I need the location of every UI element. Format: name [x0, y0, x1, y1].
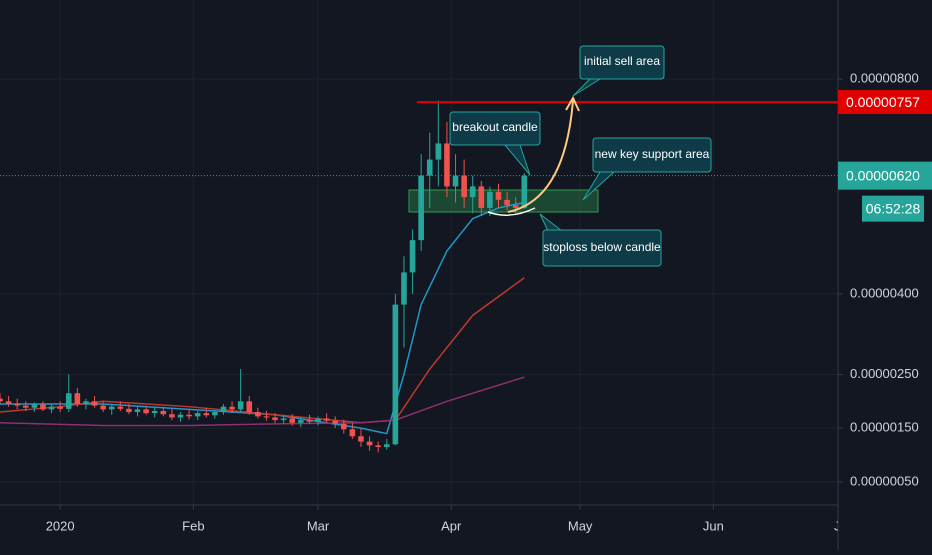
candle-body [31, 404, 38, 408]
candle-body [255, 412, 261, 417]
x-axis: 2020 Feb Mar Apr May Jun Jul [46, 505, 851, 533]
candle-body [332, 420, 338, 424]
callout: new key support area [582, 137, 712, 201]
candle-body [504, 199, 510, 206]
candle-body [323, 418, 330, 421]
x-tick-label: Jun [703, 518, 724, 533]
candle-body [229, 406, 235, 410]
last-price-label: 0.00000620 [846, 167, 920, 183]
candle-body [83, 401, 89, 404]
grid [0, 0, 838, 505]
candle-body [0, 398, 3, 402]
candle-body [444, 143, 450, 187]
x-tick-label: Feb [182, 518, 204, 533]
candle-body [375, 445, 381, 447]
annotation: initial sell area [584, 54, 660, 68]
sell-price-tag [838, 90, 932, 115]
candle-body [65, 393, 72, 409]
callout: initial sell area [572, 45, 665, 97]
candle-body [74, 393, 81, 404]
countdown-label: 06:52:28 [866, 200, 921, 216]
annotation: breakout candle [452, 120, 538, 134]
x-tick-label: 2020 [46, 518, 75, 533]
candle-body [22, 405, 29, 408]
candle-body [435, 143, 442, 160]
annotation: new key support area [595, 147, 710, 161]
candle-body [358, 436, 364, 442]
y-tick-label: 0.00000050 [850, 473, 919, 488]
y-tick-label: 0.00000250 [850, 366, 919, 381]
candle-body [341, 423, 347, 430]
candle-body [186, 414, 192, 417]
x-tick-label: Mar [307, 518, 330, 533]
candle-body [461, 175, 467, 198]
candle-body [194, 413, 201, 417]
candle-body [40, 404, 46, 410]
candle-body [383, 444, 390, 447]
candle-body [315, 418, 321, 422]
candle-body [57, 406, 63, 409]
candle-body [100, 405, 106, 410]
candle-body [272, 417, 278, 421]
base-curve [487, 207, 536, 216]
candle-body [409, 240, 416, 273]
candle-body [91, 401, 98, 406]
candle-body [169, 414, 175, 418]
annotation: stoploss below candle [543, 240, 661, 254]
y-tick-label: 0.00000800 [850, 70, 919, 85]
candle-body [143, 409, 149, 414]
x-tick-label: Jul [834, 518, 851, 533]
candle-body [48, 406, 55, 410]
candle-body [495, 191, 502, 200]
arrow-head [565, 95, 580, 112]
candle-body [469, 186, 476, 198]
candle-body [298, 420, 304, 423]
candle-body [203, 413, 210, 416]
callout: stoploss below candle [539, 213, 662, 267]
y-tick-label: 0.00000150 [850, 420, 919, 435]
support-zone [408, 189, 599, 213]
candle-body [478, 186, 485, 208]
candle-body [126, 408, 132, 413]
countdown-tag [862, 195, 924, 222]
candle-body [151, 410, 158, 414]
x-tick-label: May [568, 518, 593, 533]
candle-body [401, 272, 407, 305]
candle-body [487, 191, 493, 208]
axes: 0.00000800 0.00000400 0.00000250 0.00000150… [46, 70, 932, 533]
x-tick-label: Apr [441, 518, 462, 533]
candle-body [392, 304, 399, 445]
candle-body [349, 429, 356, 437]
candle-body [177, 414, 184, 418]
candle-body [280, 418, 287, 421]
candle-body [521, 175, 528, 208]
candle-body [134, 409, 141, 413]
candle-body [108, 406, 115, 410]
projection-curve [507, 99, 574, 213]
candle-body [452, 175, 459, 187]
candle-body [512, 205, 519, 208]
candle-body [306, 420, 313, 422]
candle-body [426, 159, 433, 176]
candle-body [117, 406, 124, 409]
plot [0, 100, 838, 453]
callout: breakout candle [449, 111, 541, 176]
candle-body [212, 412, 218, 416]
candle-body [237, 401, 244, 410]
candle-body [263, 416, 270, 418]
candle-body [220, 406, 227, 413]
candle-body [289, 418, 296, 423]
y-tick-label: 0.00000400 [850, 285, 919, 300]
last-price-tag [838, 161, 932, 190]
candle-body [366, 441, 373, 446]
candle-body [5, 401, 12, 404]
candle-body [246, 401, 253, 413]
candle-body [160, 410, 167, 415]
sell-price-label: 0.00000757 [846, 94, 920, 110]
candle-body [418, 175, 424, 241]
candle-body [14, 404, 20, 406]
